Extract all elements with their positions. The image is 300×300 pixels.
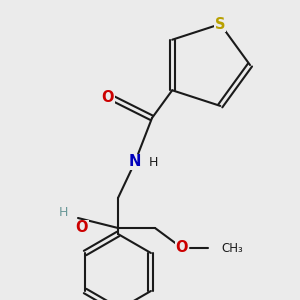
Text: O: O bbox=[176, 241, 188, 256]
Text: S: S bbox=[215, 16, 226, 32]
Text: CH₃: CH₃ bbox=[221, 242, 243, 254]
Text: O: O bbox=[102, 91, 114, 106]
Text: H: H bbox=[148, 155, 158, 169]
Text: H: H bbox=[58, 206, 68, 220]
Text: N: N bbox=[129, 154, 141, 169]
Text: O: O bbox=[76, 220, 88, 236]
